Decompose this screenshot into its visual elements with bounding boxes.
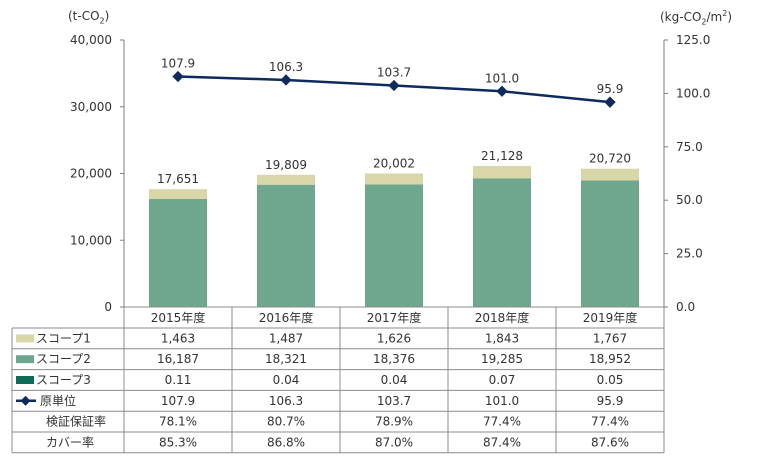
table-cell: 80.7% bbox=[267, 415, 305, 429]
table-cell: 0.11 bbox=[165, 373, 192, 387]
right-tick-label: 75.0 bbox=[676, 140, 703, 154]
left-tick-label: 30,000 bbox=[70, 100, 112, 114]
bar-total-label: 21,128 bbox=[481, 149, 523, 163]
intensity-label: 101.0 bbox=[485, 71, 519, 85]
table-cell: 86.8% bbox=[267, 435, 305, 449]
legend-swatch bbox=[16, 376, 34, 384]
bar-segment bbox=[581, 180, 639, 307]
intensity-point bbox=[388, 79, 400, 92]
bar-segment bbox=[257, 184, 315, 307]
right-tick-label: 100.0 bbox=[676, 86, 710, 100]
bar-segment bbox=[257, 174, 315, 185]
intensity-point bbox=[280, 74, 292, 86]
bar-total-label: 20,720 bbox=[589, 152, 631, 166]
left-tick-label: 0 bbox=[104, 300, 112, 314]
bar-total-label: 19,809 bbox=[265, 158, 307, 172]
table-cell: 18,376 bbox=[373, 352, 415, 366]
table-cell: 87.4% bbox=[483, 435, 521, 449]
bar-segment bbox=[365, 173, 423, 185]
category-label: 2017年度 bbox=[367, 310, 422, 325]
legend-swatch bbox=[16, 355, 34, 364]
table-cell: 1,626 bbox=[377, 331, 411, 345]
right-tick-label: 50.0 bbox=[676, 193, 703, 207]
table-cell: 0.04 bbox=[273, 373, 300, 387]
left-axis-unit: (t-CO2) bbox=[68, 9, 110, 26]
bar-total-label: 17,651 bbox=[157, 172, 199, 186]
table-cell: 103.7 bbox=[377, 394, 411, 408]
bar-segment bbox=[149, 189, 207, 199]
table-cell: 87.6% bbox=[591, 435, 629, 449]
table-cell: 95.9 bbox=[597, 394, 624, 408]
chart-axes: 0 10,000 20,000 30,000 40,000 0.0 25.0 50.0 75.0… bbox=[70, 33, 710, 314]
intensity-label: 107.9 bbox=[161, 57, 195, 71]
table-cell: 87.0% bbox=[375, 435, 413, 449]
table-cell: 107.9 bbox=[161, 394, 195, 408]
table-row-label: 検証保証率 bbox=[46, 414, 106, 429]
left-tick-label: 40,000 bbox=[70, 33, 112, 47]
legend-swatch bbox=[16, 334, 34, 343]
bar-segment bbox=[473, 165, 531, 179]
left-tick-label: 10,000 bbox=[70, 233, 112, 247]
table-cell: 85.3% bbox=[159, 435, 197, 449]
bar-segment bbox=[365, 184, 423, 307]
table-cell: 77.4% bbox=[483, 415, 521, 429]
intensity-label: 95.9 bbox=[597, 82, 624, 96]
table-cell: 18,321 bbox=[265, 352, 307, 366]
table-cell: 0.05 bbox=[597, 373, 624, 387]
table-cell: 78.1% bbox=[159, 415, 197, 429]
right-tick-label: 25.0 bbox=[676, 247, 703, 261]
table-cell: 77.4% bbox=[591, 415, 629, 429]
category-label: 2015年度 bbox=[151, 310, 206, 325]
right-tick-label: 0.0 bbox=[676, 300, 695, 314]
table-row-label: カバー率 bbox=[46, 434, 94, 449]
intensity-label: 103.7 bbox=[377, 65, 411, 79]
intensity-label: 106.3 bbox=[269, 60, 303, 74]
legend-marker bbox=[20, 395, 31, 406]
left-tick-label: 20,000 bbox=[70, 167, 112, 181]
right-axis-unit: (kg-CO2/m2) bbox=[660, 9, 733, 27]
table-cell: 78.9% bbox=[375, 415, 413, 429]
table-cell: 1,463 bbox=[161, 331, 195, 345]
bar-total-label: 20,002 bbox=[373, 156, 415, 170]
table-row-label: スコープ2 bbox=[36, 352, 91, 366]
table-row-label: スコープ3 bbox=[36, 373, 91, 387]
right-tick-label: 125.0 bbox=[676, 33, 710, 47]
chart-intensity-line: 107.9 106.3 103.7 101.0 95.9 bbox=[161, 57, 624, 108]
table-row-label: 原単位 bbox=[40, 393, 76, 408]
table-cell: 19,285 bbox=[481, 352, 523, 366]
table-cell: 1,487 bbox=[269, 331, 303, 345]
category-label: 2016年度 bbox=[259, 310, 314, 325]
table-cell: 0.04 bbox=[381, 373, 408, 387]
intensity-point bbox=[172, 70, 184, 83]
table-cell: 0.07 bbox=[489, 373, 516, 387]
bar-segment bbox=[581, 168, 639, 181]
intensity-point bbox=[496, 85, 508, 97]
table-row-label: スコープ1 bbox=[36, 331, 91, 345]
table-cell: 101.0 bbox=[485, 394, 519, 408]
table-cell: 18,952 bbox=[589, 352, 631, 366]
intensity-point bbox=[604, 96, 616, 108]
category-label: 2018年度 bbox=[475, 310, 530, 325]
category-label: 2019年度 bbox=[583, 310, 638, 325]
bar-segment bbox=[149, 198, 207, 307]
table-cell: 1,843 bbox=[485, 331, 519, 345]
chart-bars: 17,651 19,809 20,002 21,128 20,720 bbox=[149, 149, 639, 307]
table-cell: 1,767 bbox=[593, 331, 627, 345]
table-cell: 16,187 bbox=[157, 352, 199, 366]
bar-segment bbox=[473, 178, 531, 307]
table-cell: 106.3 bbox=[269, 394, 303, 408]
